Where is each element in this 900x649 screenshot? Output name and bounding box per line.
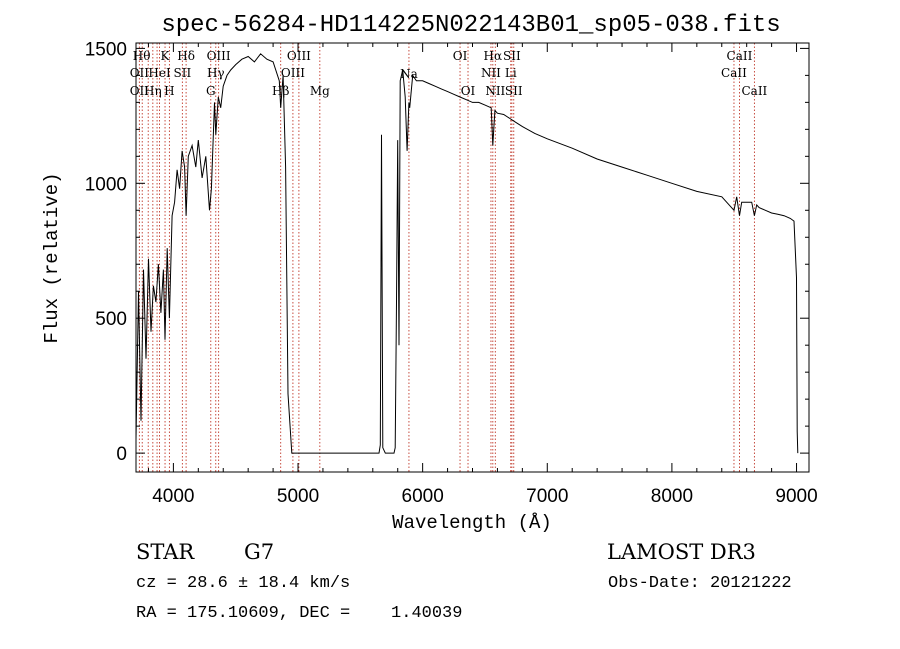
spectrum-line-0 (135, 53, 799, 454)
line-label-1: K (161, 49, 171, 63)
line-label-6: Hα (484, 49, 503, 63)
x-tick-label: 7000 (526, 486, 568, 507)
y-axis-label: Flux (relative) (41, 172, 63, 343)
line-label-7: SII (503, 49, 521, 63)
x-tick-label: 8000 (651, 486, 693, 507)
line-label-20: G (206, 84, 216, 98)
line-label-11: SII (174, 66, 192, 80)
x-axis-label: Wavelength (Å) (392, 512, 552, 534)
spectrum-series (135, 53, 799, 454)
x-tick-label: 6000 (402, 486, 444, 507)
observation-date: Obs-Date: 20121222 (608, 574, 792, 593)
line-label-25: SII (505, 84, 523, 98)
line-label-2: Hδ (177, 49, 195, 63)
line-label-24: NII (485, 84, 505, 98)
line-label-15: Li (505, 66, 517, 80)
line-label-0: Hθ (133, 49, 151, 63)
line-label-9: OII (130, 66, 150, 80)
y-tick-label: 1500 (85, 39, 127, 60)
line-label-19: H (164, 84, 174, 98)
line-label-23: OI (461, 84, 476, 98)
subclass: G7 (244, 540, 275, 564)
line-label-14: NII (481, 66, 501, 80)
x-tick-label: 4000 (152, 486, 194, 507)
object-class: STAR (136, 540, 195, 564)
coordinates: RA = 175.10609, DEC = 1.40039 (136, 604, 463, 623)
x-tick-label: 5000 (277, 486, 319, 507)
y-tick-label: 1000 (85, 174, 127, 195)
line-label-18: Hη (144, 84, 162, 98)
plot-frame (135, 42, 810, 473)
x-tick-label: 9000 (775, 486, 817, 507)
line-label-4: OIII (287, 49, 311, 63)
line-label-17: OII (130, 84, 150, 98)
line-label-12: Hγ (207, 66, 225, 80)
line-label-10: HeI (148, 66, 171, 80)
line-label-26: CaII (741, 84, 767, 98)
line-label-8: CaII (727, 49, 753, 63)
emission-line-markers (138, 43, 755, 472)
line-label-3: OIII (207, 49, 231, 63)
line-label-22: Mg (310, 84, 330, 98)
chart-title: spec-56284-HD114225N022143B01_sp05-038.f… (161, 12, 780, 39)
y-tick-label: 0 (116, 444, 127, 465)
y-tick-label: 500 (95, 309, 127, 330)
redshift-value: cz = 28.6 ± 18.4 km/s (136, 574, 351, 593)
line-label-27: Na (400, 67, 418, 81)
line-label-21: Hβ (272, 84, 289, 98)
survey-name: LAMOST DR3 (607, 540, 756, 564)
line-label-13: OIII (281, 66, 305, 80)
axis-ticks: 4000 5000 6000 7000 8000 9000 0 500 1000 1500 (85, 39, 818, 507)
line-label-5: OI (453, 49, 468, 63)
line-label-16: CaII (721, 66, 747, 80)
